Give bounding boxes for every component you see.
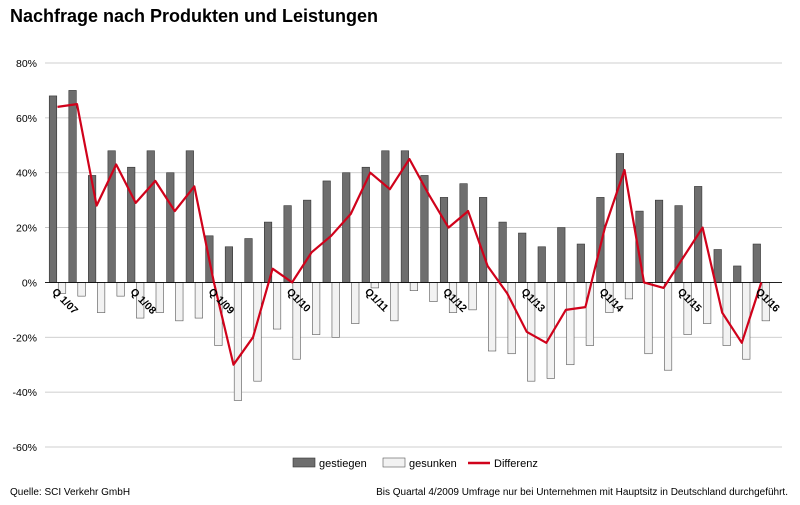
y-tick-label: -60%	[12, 442, 37, 454]
gridlines	[45, 62, 782, 448]
y-tick-label: 20%	[16, 223, 37, 235]
bar-gestiegen	[557, 227, 566, 283]
bar-gestiegen	[303, 199, 312, 283]
bar-gestiegen	[674, 205, 683, 283]
source-note: Quelle: SCI Verkehr GmbH	[10, 487, 131, 498]
bar-gestiegen	[283, 205, 292, 283]
bar-gesunken	[566, 282, 575, 366]
bar-gesunken	[97, 282, 106, 313]
bar-gesunken	[488, 282, 497, 352]
bar-gesunken	[272, 282, 282, 330]
bar-gestiegen	[596, 197, 605, 283]
bar-gesunken	[644, 282, 653, 355]
bar-gestiegen	[381, 150, 390, 283]
chart-title: Nachfrage nach Produkten und Leistungen	[10, 6, 379, 26]
bar-gestiegen	[439, 197, 449, 283]
legend-label-gestiegen: gestiegen	[319, 458, 367, 470]
bar-gesunken	[703, 282, 712, 324]
bar-gesunken	[409, 282, 418, 291]
bar-gestiegen	[576, 243, 585, 283]
y-tick-label: -40%	[12, 387, 37, 399]
bar-gesunken	[390, 282, 399, 322]
bar-gesunken	[663, 282, 673, 371]
bar-gestiegen	[322, 180, 331, 283]
bar-gesunken	[175, 282, 184, 322]
bars	[48, 90, 770, 401]
bar-gesunken	[468, 282, 477, 311]
bar-gesunken	[116, 282, 125, 297]
series-line-differenz	[57, 102, 763, 366]
bar-gestiegen	[479, 197, 488, 283]
y-axis-ticks: 80% 60% 40% 20% 0% -20% -40% -60%	[12, 58, 37, 454]
legend-swatch-gestiegen	[292, 457, 316, 468]
bar-gestiegen	[733, 265, 742, 283]
y-tick-label: 0%	[22, 277, 37, 289]
y-tick-label: 60%	[16, 113, 37, 125]
bar-gesunken	[507, 282, 516, 355]
bar-gestiegen	[518, 232, 527, 283]
bar-gesunken	[312, 282, 321, 335]
bar-gesunken	[194, 282, 203, 319]
bar-gestiegen	[48, 95, 58, 283]
legend-swatch-gesunken	[382, 457, 406, 468]
bar-gesunken	[77, 282, 86, 297]
legend-label-differenz: Differenz	[494, 458, 538, 470]
bar-gesunken	[233, 282, 242, 401]
bar-gestiegen	[537, 246, 546, 283]
bar-gestiegen	[127, 166, 136, 283]
bar-gestiegen	[498, 221, 507, 283]
bar-gestiegen	[244, 238, 253, 283]
bar-gestiegen	[68, 90, 77, 283]
bar-gesunken	[429, 282, 438, 302]
legend: gestiegen gesunken Differenz	[292, 457, 538, 470]
y-tick-label: 40%	[16, 168, 37, 180]
y-tick-label: -20%	[12, 332, 37, 344]
y-tick-label: 80%	[16, 58, 37, 70]
footnote: Bis Quartal 4/2009 Umfrage nur bei Unter…	[376, 487, 788, 498]
bar-gesunken	[351, 282, 360, 324]
bar-gestiegen	[166, 172, 175, 283]
bar-gestiegen	[342, 172, 351, 283]
bar-gesunken	[624, 282, 634, 300]
bar-gestiegen	[185, 150, 194, 283]
bar-gestiegen	[752, 243, 761, 283]
bar-gesunken	[331, 282, 340, 338]
bar-gestiegen	[146, 150, 155, 283]
bar-gestiegen	[654, 199, 664, 283]
difference-line	[57, 102, 763, 366]
legend-label-gesunken: gesunken	[409, 458, 457, 470]
bar-gestiegen	[459, 183, 468, 283]
bar-gestiegen	[224, 246, 233, 283]
x-tick-label: Q1/11	[362, 286, 390, 314]
